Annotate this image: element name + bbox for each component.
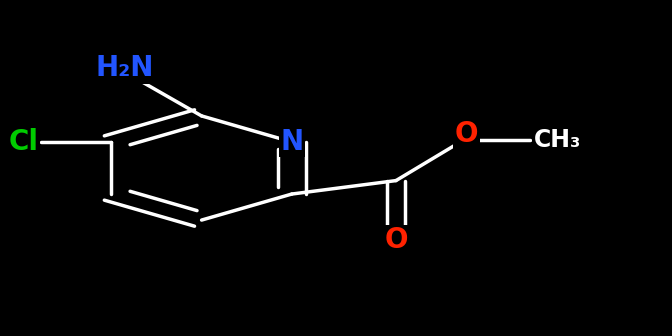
Text: O: O [455, 120, 478, 148]
Text: O: O [384, 226, 408, 254]
Text: H₂N: H₂N [95, 54, 153, 82]
Text: Cl: Cl [9, 128, 39, 156]
Text: CH₃: CH₃ [534, 128, 581, 152]
Text: N: N [280, 128, 303, 156]
